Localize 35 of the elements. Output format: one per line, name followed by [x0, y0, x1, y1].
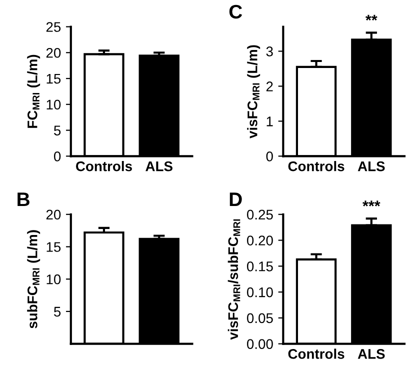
text: **: [366, 14, 378, 21]
y-tick-label: 10: [46, 274, 61, 284]
y-tick-label: 5: [54, 306, 61, 317]
y-axis-title: visFC$_{MRI}$ (L/m): [247, 45, 260, 138]
y-tick-label: 20: [46, 48, 61, 58]
x-tick-label: ALS: [358, 349, 385, 359]
chart-title: D: [230, 192, 242, 206]
y-tick-label: 3: [266, 46, 273, 56]
y-tick-label: 1: [266, 116, 273, 126]
y-axis-title: FC$_{MRI}$ (L/m): [27, 54, 40, 128]
y-tick-label: 0.05: [246, 313, 273, 324]
x-tick-label: ALS: [146, 161, 172, 172]
y-tick-label: 0.20: [246, 236, 273, 246]
y-tick-label: 0.25: [246, 210, 273, 220]
chart-title: C: [229, 4, 242, 19]
y-tick-label: 10: [46, 100, 61, 110]
chart-title: B: [18, 192, 30, 206]
y-tick-label: 5: [54, 126, 61, 136]
text: ***: [362, 200, 380, 206]
x-tick-label: Controls: [288, 161, 344, 172]
y-tick-label: 0.10: [246, 287, 273, 298]
y-tick-label: 25: [46, 22, 61, 32]
y-tick-label: 0.00: [246, 339, 273, 349]
y-axis-title: subFC$_{MRI}$ (L/m): [27, 230, 40, 328]
y-tick-label: 20: [46, 210, 61, 220]
x-tick-label: Controls: [288, 348, 344, 359]
y-axis-title: visFC$_{MRI}$/subFC$_{MRI}$: [228, 219, 240, 340]
y-tick-label: 2: [266, 82, 273, 92]
x-tick-label: ALS: [358, 161, 385, 172]
y-tick-label: 0: [266, 151, 273, 162]
y-tick-label: 0.15: [246, 261, 273, 272]
y-tick-label: 0: [54, 151, 61, 162]
y-tick-label: 15: [46, 242, 61, 252]
x-tick-label: Controls: [76, 161, 132, 172]
y-tick-label: 15: [46, 74, 61, 84]
